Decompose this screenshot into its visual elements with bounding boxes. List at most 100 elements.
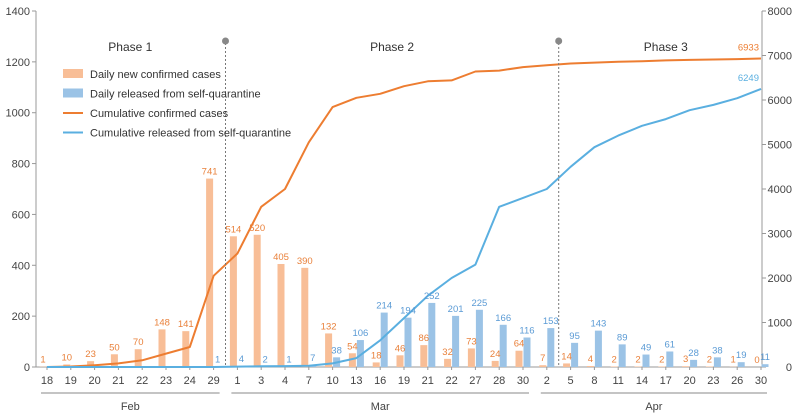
month-label: Feb [121,401,140,413]
bar-daily-confirmed [206,178,214,367]
data-label-confirmed: 24 [490,349,501,360]
x-tick-label: 14 [636,375,648,387]
data-label-confirmed: 50 [109,342,120,353]
bar-daily-released [761,364,769,367]
data-label-released: 2 [263,354,268,365]
phase-divider-dot [555,37,563,45]
data-label-confirmed: 64 [514,339,525,350]
bar-daily-confirmed [348,353,356,367]
y-right-tick-label: 1000 [768,318,792,330]
data-label-confirmed: 86 [419,333,430,344]
data-label-confirmed: 18 [371,350,382,361]
bar-daily-released [428,302,436,367]
data-label-released: 89 [617,332,628,343]
y-left-tick-label: 1400 [6,6,30,18]
data-label-released: 116 [519,326,534,337]
bar-daily-confirmed [301,267,309,367]
x-tick-label: 28 [493,375,505,387]
phase-label: Phase 1 [108,40,152,54]
data-label-confirmed: 70 [133,337,144,348]
x-tick-label: 11 [612,375,623,387]
x-tick-label: 5 [568,375,574,387]
bar-daily-confirmed [634,366,642,367]
line-cumulative-confirmed [46,57,762,368]
bar-daily-released [666,351,674,367]
y-right-tick-label: 4000 [768,184,792,196]
data-label-released: 19 [736,350,747,361]
data-label-released: 194 [400,306,416,317]
data-label-confirmed: 32 [442,347,453,358]
data-label-released: 28 [688,348,699,359]
bar-daily-released [523,337,531,367]
data-label-released: 4 [239,354,244,365]
bar-daily-confirmed [444,358,452,367]
phases-group: Phase 1 Phase 2 Phase 3 [108,37,688,367]
data-label-confirmed: 141 [178,319,194,330]
line-cumulative-released [47,87,762,368]
data-label-confirmed: 520 [249,223,265,234]
bar-daily-confirmed [372,362,380,367]
data-label-released: 7 [310,353,315,364]
x-tick-label: 4 [282,375,288,387]
data-label-confirmed: 7 [540,353,545,364]
y-right-tick-label: 5000 [768,140,792,152]
x-tick-label: 20 [88,375,100,387]
y-right-tick-label: 8000 [768,6,792,18]
end-label-cumulative-released: 6249 [738,73,759,84]
bar-daily-released [452,315,460,367]
x-tick-label: 21 [112,375,124,387]
x-tick-label: 17 [660,375,672,387]
legend-swatch-bar [63,88,83,98]
bar-daily-confirmed [563,363,571,367]
data-label-released: 214 [376,301,392,312]
data-label-released: 252 [424,291,440,302]
data-label-released: 143 [590,319,606,330]
x-tick-label: 22 [445,375,457,387]
end-label-cumulative-confirmed: 6933 [738,42,759,53]
bar-daily-confirmed [253,234,261,367]
phase-divider-dot [222,37,229,45]
bar-daily-confirmed [610,366,618,367]
x-tick-label: 2 [544,375,550,387]
data-label-confirmed: 514 [225,224,241,235]
bar-daily-confirmed [87,361,95,367]
data-label-released: 225 [471,298,487,309]
x-tick-label: 7 [306,375,312,387]
bar-daily-confirmed [158,329,166,367]
legend-entry: Cumulative confirmed cases [90,108,229,120]
data-label-confirmed: 148 [154,317,170,328]
x-tick-label: 21 [422,375,434,387]
x-tick-label: 19 [398,375,410,387]
bar-daily-released [690,359,698,367]
data-label-confirmed: 3 [683,354,688,365]
bar-daily-confirmed [682,366,690,367]
bar-daily-released [594,330,602,367]
bar-daily-released [404,317,412,367]
y-left-tick-label: 1000 [6,108,30,120]
data-label-confirmed: 741 [202,167,218,178]
data-label-confirmed: 2 [635,354,640,365]
y-left-tick-label: 600 [12,209,30,221]
x-tick-label: 3 [258,375,264,387]
x-tick-label: 1 [234,375,240,387]
x-tick-label: 30 [755,375,767,387]
x-tick-label: 23 [160,375,172,387]
data-label-released: 201 [448,304,464,315]
y-left-tick-label: 1200 [6,57,30,69]
axes-group: 0200400600800100012001400010002000300040… [6,6,792,413]
x-tick-label: 19 [65,375,77,387]
bar-daily-confirmed [586,365,594,367]
bar-daily-released [499,324,507,367]
bar-daily-confirmed [229,236,237,367]
legend-entry: Daily released from self-quarantine [90,89,261,101]
data-label-confirmed: 1 [40,355,45,366]
data-label-confirmed: 405 [273,252,289,263]
data-label-released: 49 [641,343,652,354]
bar-daily-released [737,362,745,367]
bar-daily-confirmed [110,354,118,367]
bar-daily-released [475,309,483,367]
bar-daily-confirmed [491,360,499,367]
bar-daily-confirmed [420,345,428,367]
